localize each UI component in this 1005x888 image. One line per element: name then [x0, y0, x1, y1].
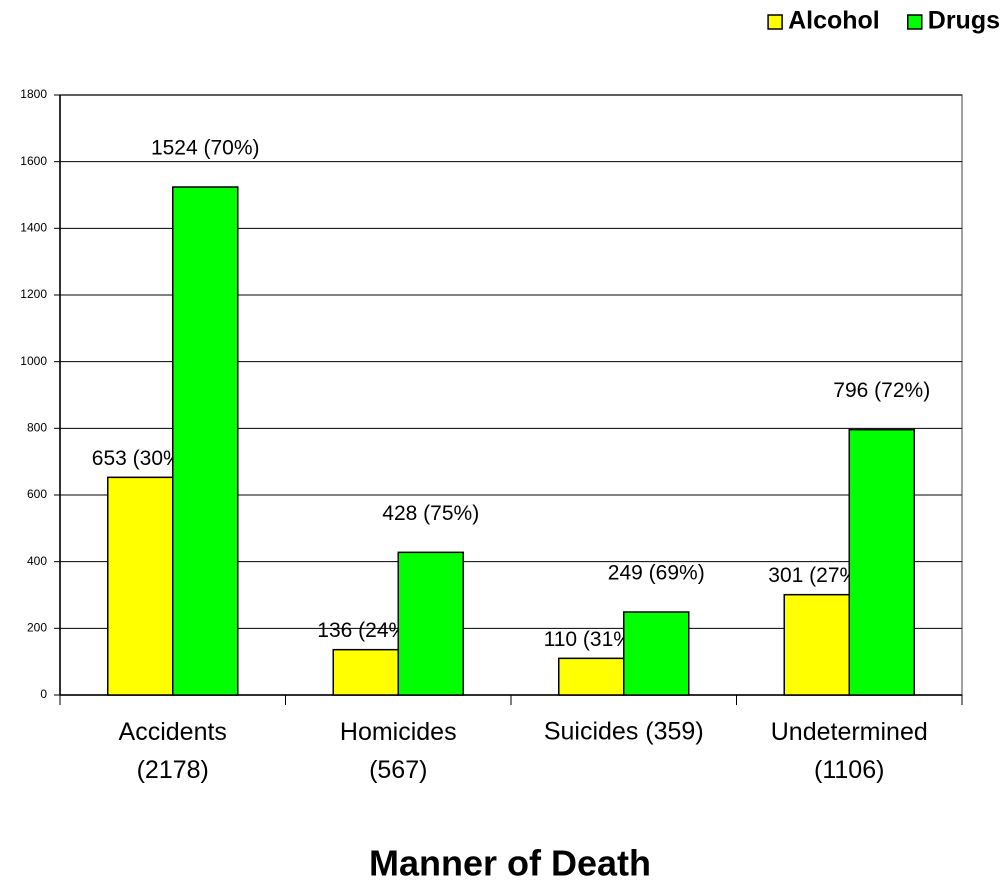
value-label: 428 (75%) — [382, 502, 479, 525]
y-tick-label: 1800 — [20, 87, 47, 101]
value-label: 1524 (70%) — [151, 137, 260, 160]
bar — [397, 551, 464, 696]
value-label: 796 (72%) — [833, 379, 930, 402]
y-tick-label: 200 — [27, 621, 47, 635]
legend-label: Drugs — [928, 7, 1000, 35]
x-tick-label: Homicides (567) — [340, 718, 457, 784]
y-tick-label: 1000 — [20, 354, 47, 368]
y-tick-label: 1600 — [20, 154, 47, 168]
legend-swatch — [907, 14, 923, 30]
legend-label: Alcohol — [788, 7, 880, 35]
value-label: 653 (30%) — [92, 447, 189, 470]
legend-swatch — [767, 14, 783, 30]
y-tick-label: 400 — [27, 554, 47, 568]
bar — [848, 428, 915, 696]
bar — [783, 593, 850, 696]
value-label: 110 (31%) — [544, 628, 639, 651]
value-label: 301 (27%) — [768, 564, 865, 587]
bar — [623, 611, 690, 696]
bar — [107, 476, 174, 696]
y-tick-label: 1200 — [20, 287, 47, 301]
x-axis-title: Manner of Death — [369, 843, 651, 884]
bar — [332, 648, 399, 696]
value-label: 249 (69%) — [608, 562, 705, 585]
value-label: 136 (24%) — [317, 619, 414, 642]
y-tick-label: 600 — [27, 487, 47, 501]
y-tick-label: 800 — [27, 421, 47, 435]
x-tick-label: Accidents (2178) — [119, 718, 227, 784]
bar — [172, 186, 239, 696]
y-tick-label: 1400 — [20, 221, 47, 235]
y-tick-label: 0 — [40, 687, 47, 701]
bar — [558, 657, 625, 696]
x-tick-label: Suicides (359) — [544, 718, 704, 746]
x-tick-label: Undetermined (1106) — [771, 718, 928, 784]
